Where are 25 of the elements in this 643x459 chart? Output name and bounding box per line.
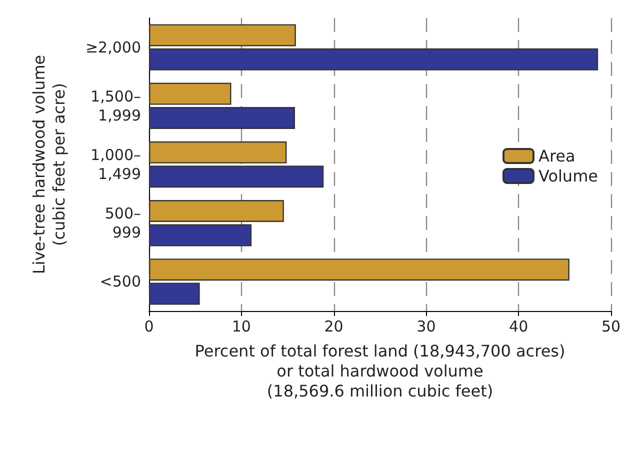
- bar: [149, 82, 232, 105]
- legend-label: Area: [538, 146, 576, 166]
- bar: [149, 224, 252, 246]
- x-tick-label: 20: [324, 318, 344, 336]
- bar: [149, 200, 284, 222]
- y-tick-label: 500– 999: [104, 204, 141, 242]
- bar: [149, 258, 570, 281]
- bar: [149, 24, 296, 46]
- x-tick-label: 10: [232, 318, 251, 336]
- x-tick-label: 40: [509, 318, 528, 336]
- y-axis-title: Live-tree hardwood volume (cubic feet per acre): [30, 54, 68, 274]
- bar: [149, 48, 598, 70]
- bar: [149, 282, 200, 305]
- y-tick-label: <500: [100, 272, 141, 291]
- bar: [149, 107, 295, 129]
- legend-label: Volume: [538, 166, 598, 186]
- bar: [149, 141, 287, 164]
- x-tick-label: 0: [144, 318, 154, 336]
- y-tick-label: ≥2,000: [85, 38, 141, 56]
- x-tick-label: 30: [416, 318, 436, 336]
- bar: [149, 166, 324, 188]
- x-axis-title: Percent of total forest land (18,943,700 acres) or total hardwood volume (18,569.6 million cubic feet): [194, 342, 566, 400]
- x-tick-label: 50: [601, 318, 621, 336]
- y-tick-label: 1,500– 1,999: [90, 87, 141, 124]
- y-tick-label: 1,000– 1,499: [90, 146, 141, 183]
